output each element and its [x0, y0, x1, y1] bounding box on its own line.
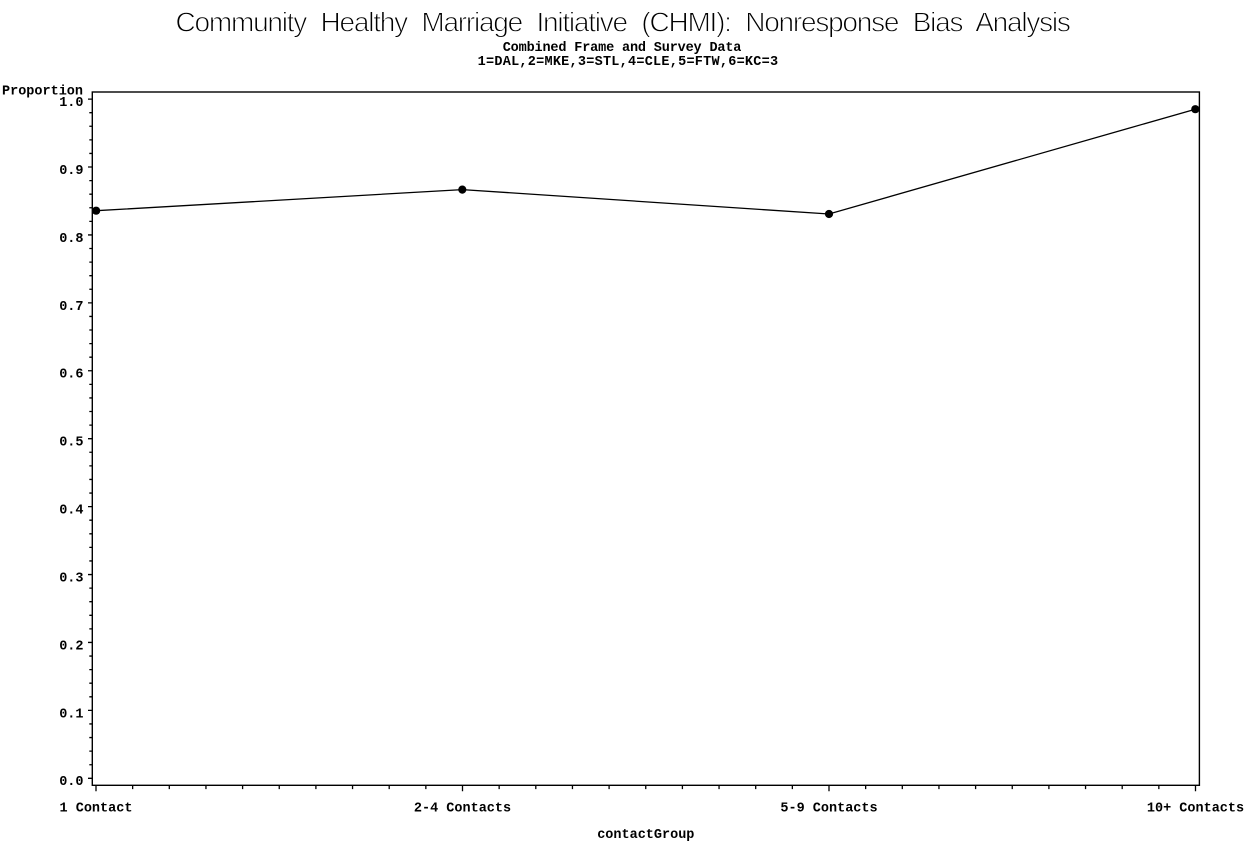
svg-text:0.6: 0.6 [59, 368, 83, 383]
svg-text:0.1: 0.1 [59, 707, 83, 722]
svg-text:2-4 Contacts: 2-4 Contacts [414, 802, 511, 817]
svg-text:0.3: 0.3 [59, 571, 83, 586]
svg-text:1=DAL,2=MKE,3=STL,4=CLE,5=FTW,: 1=DAL,2=MKE,3=STL,4=CLE,5=FTW,6=KC=3 [478, 55, 779, 70]
svg-text:contactGroup: contactGroup [597, 828, 694, 843]
svg-text:Community Healthy Marriage Ini: Community Healthy Marriage Initiative (C… [176, 7, 1070, 38]
svg-text:0.7: 0.7 [59, 300, 83, 315]
svg-text:5-9 Contacts: 5-9 Contacts [780, 802, 877, 817]
svg-text:10+ Contacts: 10+ Contacts [1147, 802, 1244, 817]
svg-text:Proportion: Proportion [2, 85, 83, 100]
svg-text:0.9: 0.9 [59, 164, 83, 179]
svg-text:0.0: 0.0 [59, 775, 83, 790]
svg-text:Combined Frame and Survey Data: Combined Frame and Survey Data [503, 41, 742, 56]
svg-text:1.0: 1.0 [59, 96, 83, 111]
svg-text:0.8: 0.8 [59, 232, 83, 247]
svg-text:0.5: 0.5 [59, 436, 83, 451]
svg-text:0.4: 0.4 [59, 504, 83, 519]
svg-text:1 Contact: 1 Contact [60, 802, 133, 817]
svg-text:0.2: 0.2 [59, 639, 83, 654]
